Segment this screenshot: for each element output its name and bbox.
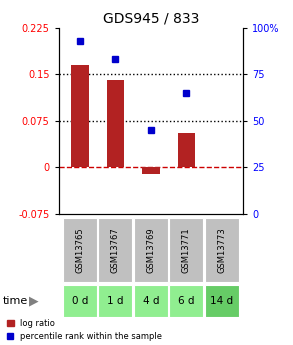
Text: time: time — [3, 296, 28, 306]
Text: GSM13771: GSM13771 — [182, 227, 191, 273]
Text: 1 d: 1 d — [107, 296, 124, 306]
Bar — [205, 285, 239, 317]
Text: GSM13765: GSM13765 — [75, 227, 84, 273]
Bar — [169, 218, 203, 282]
Text: GSM13769: GSM13769 — [146, 227, 155, 273]
Text: GSM13767: GSM13767 — [111, 227, 120, 273]
Bar — [169, 285, 203, 317]
Bar — [134, 285, 168, 317]
Text: 4 d: 4 d — [143, 296, 159, 306]
Text: 0 d: 0 d — [72, 296, 88, 306]
Legend: log ratio, percentile rank within the sample: log ratio, percentile rank within the sa… — [7, 319, 162, 341]
Title: GDS945 / 833: GDS945 / 833 — [103, 11, 199, 25]
Bar — [142, 167, 160, 174]
Bar — [178, 133, 195, 167]
Bar — [98, 285, 132, 317]
Bar — [63, 218, 97, 282]
Bar — [107, 80, 124, 167]
Text: 6 d: 6 d — [178, 296, 195, 306]
Bar — [63, 285, 97, 317]
Bar — [205, 218, 239, 282]
Bar — [71, 65, 89, 167]
Text: 14 d: 14 d — [210, 296, 234, 306]
Bar — [134, 218, 168, 282]
Text: ▶: ▶ — [29, 295, 39, 307]
Bar — [98, 218, 132, 282]
Text: GSM13773: GSM13773 — [217, 227, 226, 273]
